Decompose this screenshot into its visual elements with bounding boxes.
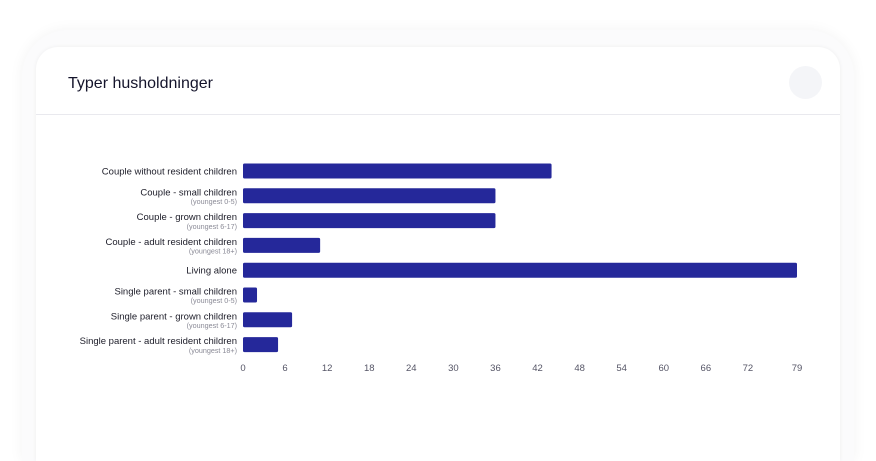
bar-single-parent-adult-resident-children[interactable] xyxy=(243,337,279,353)
category-label-single-parent-adult-resident-children: Single parent - adult resident children xyxy=(80,336,237,347)
x-tick-label-24: 24 xyxy=(406,363,417,374)
bar-couple-adult-resident-children[interactable] xyxy=(243,237,321,253)
category-label-single-parent-small-children: Single parent - small children xyxy=(114,287,237,298)
card-title: Typer husholdninger xyxy=(68,75,213,92)
x-tick-label-0: 0 xyxy=(240,363,245,374)
category-sublabel-couple-adult-resident-children: (youngest 18+) xyxy=(189,247,237,256)
bar-single-parent-grown-children[interactable] xyxy=(243,312,293,328)
bar-couple-without-resident-children[interactable] xyxy=(243,163,552,179)
bar-couple-small-children[interactable] xyxy=(243,188,496,204)
household-types-card: Typer husholdninger xyxy=(36,47,840,461)
bar-single-parent-small-children[interactable] xyxy=(243,287,258,303)
bar-couple-grown-children[interactable] xyxy=(243,213,496,229)
bars-layer xyxy=(243,163,797,353)
category-sublabel-single-parent-adult-resident-children: (youngest 18+) xyxy=(189,346,237,355)
category-label-couple-without-resident-children: Couple without resident children xyxy=(102,166,237,177)
x-tick-label-36: 36 xyxy=(490,363,501,374)
x-tick-label-79: 79 xyxy=(792,363,803,374)
category-label-couple-adult-resident-children: Couple - adult resident children xyxy=(106,237,238,248)
x-tick-label-12: 12 xyxy=(322,363,333,374)
category-label-couple-small-children: Couple - small children xyxy=(140,187,237,198)
category-sublabel-single-parent-small-children: (youngest 0-5) xyxy=(191,296,237,305)
category-labels-layer: Couple without resident children Couple -… xyxy=(80,166,237,354)
category-label-single-parent-grown-children: Single parent - grown children xyxy=(111,311,237,322)
x-tick-label-66: 66 xyxy=(701,363,712,374)
x-tick-label-18: 18 xyxy=(364,363,375,374)
x-tick-label-54: 54 xyxy=(616,363,627,374)
category-sublabel-couple-small-children: (youngest 0-5) xyxy=(191,197,237,206)
category-label-couple-grown-children: Couple - grown children xyxy=(137,212,237,223)
x-tick-label-42: 42 xyxy=(532,363,543,374)
card-header: Typer husholdninger xyxy=(36,47,840,115)
x-tick-label-48: 48 xyxy=(574,363,585,374)
card-menu-button[interactable] xyxy=(789,66,822,99)
x-axis-ticks-layer: 0 6 12 18 24 30 36 42 48 54 60 66 72 79 xyxy=(240,363,802,374)
x-tick-label-60: 60 xyxy=(658,363,669,374)
category-label-living-alone: Living alone xyxy=(186,266,237,277)
category-sublabel-couple-grown-children: (youngest 6-17) xyxy=(187,222,237,231)
category-sublabel-single-parent-grown-children: (youngest 6-17) xyxy=(187,321,237,330)
x-tick-label-72: 72 xyxy=(743,363,754,374)
x-tick-label-30: 30 xyxy=(448,363,459,374)
x-tick-label-6: 6 xyxy=(282,363,287,374)
bar-living-alone[interactable] xyxy=(243,262,797,278)
